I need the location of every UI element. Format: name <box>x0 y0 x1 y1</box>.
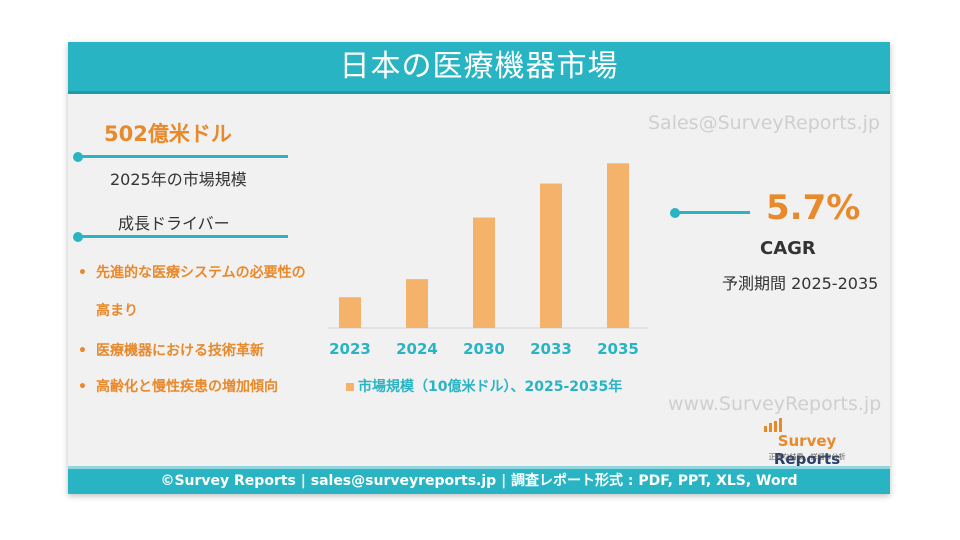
x-tick-label: 2024 <box>396 340 438 358</box>
cagr-period: 予測期間 2025-2035 <box>722 274 879 293</box>
driver-item: • 高齢化と慢性疾患の増加傾向 <box>78 376 278 396</box>
bar-2033 <box>540 183 562 328</box>
bullet-icon: • <box>78 343 87 359</box>
legend-swatch <box>346 383 354 391</box>
page-title: 日本の医療機器市場 <box>339 49 619 84</box>
bar-2023 <box>339 297 361 328</box>
logo-word-survey: Survey <box>777 432 837 450</box>
market-size-caption: 2025年の市場規模 <box>110 170 247 189</box>
logo-word-reports: Reports <box>773 450 841 468</box>
x-tick-label: 2033 <box>530 340 572 358</box>
driver-text: 高齢化と慢性疾患の増加傾向 <box>96 379 278 395</box>
x-tick-label: 2023 <box>329 340 371 358</box>
logo-bars-icon <box>764 418 782 432</box>
footer-bar: ©Survey Reports | sales@surveyreports.jp… <box>68 466 890 494</box>
logo-wordmark: Survey Reports <box>752 432 862 468</box>
market-size-bar-chart: 2023 2024 2030 2033 2035 <box>328 163 648 358</box>
footer-text: ©Survey Reports | sales@surveyreports.jp… <box>160 473 798 489</box>
cagr-value: 5.7% <box>766 188 861 228</box>
survey-reports-logo: Survey Reports 正確な結果、詳細な分析 <box>752 418 862 468</box>
cagr-label: CAGR <box>760 238 816 259</box>
bullet-icon: • <box>78 265 87 281</box>
logo-tagline: 正確な結果、詳細な分析 <box>768 453 846 461</box>
drivers-heading: 成長ドライバー <box>118 214 230 233</box>
watermark-url: www.SurveyReports.jp <box>668 393 882 415</box>
infographic-card: 日本の医療機器市場 Sales@SurveyReports.jp www.Sur… <box>68 42 890 494</box>
connector-dot <box>670 208 680 218</box>
driver-text: 先進的な医療システムの必要性の <box>96 265 306 281</box>
legend-label: 市場規模（10億米ドル）、2025-2035年 <box>358 379 623 395</box>
bar-2035 <box>607 163 629 328</box>
driver-item: • 先進的な医療システムの必要性の <box>78 262 306 282</box>
title-bar: 日本の医療機器市場 <box>68 42 890 94</box>
connector-line <box>676 211 750 214</box>
bar-2024 <box>406 279 428 328</box>
driver-item-continuation: 高まり <box>96 303 138 319</box>
connector-line <box>78 235 288 238</box>
watermark-email: Sales@SurveyReports.jp <box>648 112 880 134</box>
x-tick-label: 2035 <box>597 340 639 358</box>
market-size-value: 502億米ドル <box>104 122 232 146</box>
driver-item: • 医療機器における技術革新 <box>78 340 264 360</box>
bar-2030 <box>473 217 495 328</box>
bullet-icon: • <box>78 379 87 395</box>
x-tick-label: 2030 <box>463 340 505 358</box>
driver-text: 医療機器における技術革新 <box>96 343 264 359</box>
connector-line <box>78 155 288 158</box>
chart-legend: 市場規模（10億米ドル）、2025-2035年 <box>346 376 622 396</box>
